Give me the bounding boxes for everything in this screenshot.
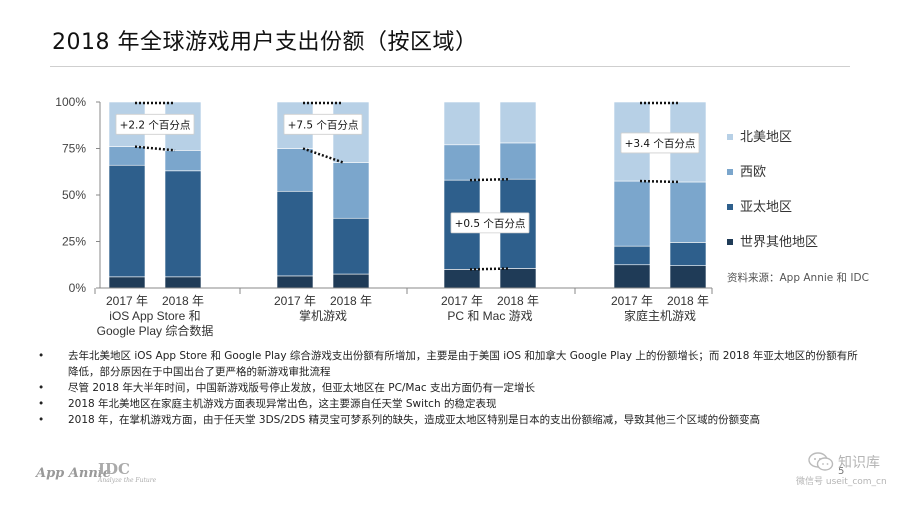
bullet-item: • 2018 年北美地区在家庭主机游戏方面表现异常出色，这主要源自任天堂 Swit… xyxy=(38,396,868,412)
bar-segment-0 xyxy=(108,276,146,289)
bar-segment-1 xyxy=(164,170,202,278)
page-number: 5 xyxy=(838,466,845,477)
idc-logo-tagline: Analyze the Future xyxy=(98,477,157,484)
annotation-text: +0.5 个百分点 xyxy=(455,218,526,230)
bar-segment-1 xyxy=(276,190,314,277)
annotation-box xyxy=(283,113,363,135)
group-label: PC 和 Mac 游戏 xyxy=(447,309,532,323)
y-tick-label: 0% xyxy=(69,281,87,295)
annotation-box xyxy=(620,132,700,154)
bar-year-label: 2018 年 xyxy=(330,294,372,308)
bar-segment-1 xyxy=(108,164,146,278)
title-divider xyxy=(50,66,850,67)
bar-segment-2 xyxy=(332,162,370,219)
y-tick-label: 50% xyxy=(62,188,86,202)
bullet-list: • 去年北美地区 iOS App Store 和 Google Play 综合游戏… xyxy=(38,348,868,428)
wechat-id: 微信号 useit_com_cn xyxy=(796,477,887,487)
wechat-watermark: 知识库 微信号 useit_com_cn xyxy=(796,450,888,494)
legend-swatch xyxy=(727,134,733,140)
annotation-box xyxy=(450,212,530,234)
dotted-connector xyxy=(469,177,511,182)
bar-year-label: 2018 年 xyxy=(497,294,539,308)
bar-year-label: 2017 年 xyxy=(441,294,483,308)
annotation-text: +2.2 个百分点 xyxy=(120,119,191,131)
bar-segment-1 xyxy=(669,242,707,266)
group-label: 家庭主机游戏 xyxy=(624,308,696,323)
bar-segment-2 xyxy=(669,181,707,243)
bar-segment-0 xyxy=(669,265,707,289)
annotation-text: +7.5 个百分点 xyxy=(288,119,359,131)
bullet-text: 去年北美地区 iOS App Store 和 Google Play 综合游戏支… xyxy=(68,350,858,378)
group-label: iOS App Store 和 xyxy=(109,309,200,323)
bar-year-label: 2017 年 xyxy=(274,294,316,308)
idc-logo-text: IDC xyxy=(98,460,130,478)
wechat-icon xyxy=(808,452,834,471)
annotation-text: +3.4 个百分点 xyxy=(625,138,696,150)
app-annie-logo: App Annie xyxy=(36,466,111,481)
group-label: 掌机游戏 xyxy=(299,309,347,323)
legend-label: 亚太地区 xyxy=(740,200,792,215)
y-tick-label: 75% xyxy=(62,142,86,156)
bar-segment-0 xyxy=(613,264,651,289)
bar-segment-0 xyxy=(276,275,314,289)
bar-segment-0 xyxy=(332,273,370,289)
bar-year-label: 2017 年 xyxy=(611,294,653,308)
annotation-box xyxy=(115,113,195,135)
dotted-connector xyxy=(302,147,344,164)
bar-segment-3 xyxy=(443,101,481,146)
dotted-connector xyxy=(469,267,511,271)
bullet-item: • 2018 年，在掌机游戏方面，由于任天堂 3DS/2DS 精灵宝可梦系列的缺失… xyxy=(38,412,868,428)
bar-year-label: 2018 年 xyxy=(162,294,204,308)
bar-segment-2 xyxy=(276,148,314,192)
legend-label: 西欧 xyxy=(740,165,766,180)
bar-year-label: 2018 年 xyxy=(667,294,709,308)
bar-segment-0 xyxy=(499,268,537,289)
idc-logo: IDC Analyze the Future xyxy=(98,462,156,485)
legend-label: 世界其他地区 xyxy=(740,235,818,250)
legend-swatch xyxy=(727,204,733,210)
dotted-connector xyxy=(639,179,681,184)
bullet-item: • 尽管 2018 年大半年时间，中国新游戏版号停止发放，但亚太地区在 PC/Ma… xyxy=(38,380,868,396)
bar-segment-1 xyxy=(332,217,370,275)
page-title: 2018 年全球游戏用户支出份额（按区域） xyxy=(52,30,478,55)
legend-swatch xyxy=(727,239,733,245)
group-label: Google Play 综合数据 xyxy=(97,323,214,338)
bar-segment-2 xyxy=(164,150,202,172)
bullet-item: • 去年北美地区 iOS App Store 和 Google Play 综合游戏… xyxy=(38,348,868,380)
bar-segment-2 xyxy=(443,144,481,181)
bullet-dot: • xyxy=(38,398,45,410)
bar-segment-2 xyxy=(108,146,146,166)
wechat-name: 知识库 xyxy=(838,455,880,471)
bullet-text: 尽管 2018 年大半年时间，中国新游戏版号停止发放，但亚太地区在 PC/Mac… xyxy=(68,382,536,394)
bullet-dot: • xyxy=(38,350,45,362)
legend-swatch xyxy=(727,169,733,175)
bullet-text: 2018 年北美地区在家庭主机游戏方面表现异常出色，这主要源自任天堂 Switc… xyxy=(68,398,497,410)
bar-segment-2 xyxy=(499,142,537,180)
bullet-dot: • xyxy=(38,414,45,426)
dotted-connector xyxy=(134,145,176,152)
bar-segment-2 xyxy=(613,180,651,247)
bar-segment-0 xyxy=(164,276,202,289)
legend-label: 北美地区 xyxy=(740,130,792,145)
y-tick-label: 25% xyxy=(62,235,86,249)
bar-year-label: 2017 年 xyxy=(106,294,148,308)
bar-segment-0 xyxy=(443,269,481,289)
bar-segment-1 xyxy=(613,245,651,266)
y-tick-label: 100% xyxy=(55,95,86,109)
bar-segment-3 xyxy=(499,101,537,144)
bullet-dot: • xyxy=(38,382,45,394)
bullet-text: 2018 年，在掌机游戏方面，由于任天堂 3DS/2DS 精灵宝可梦系列的缺失，… xyxy=(68,414,761,426)
source-note: 资料来源：App Annie 和 IDC xyxy=(727,271,869,284)
